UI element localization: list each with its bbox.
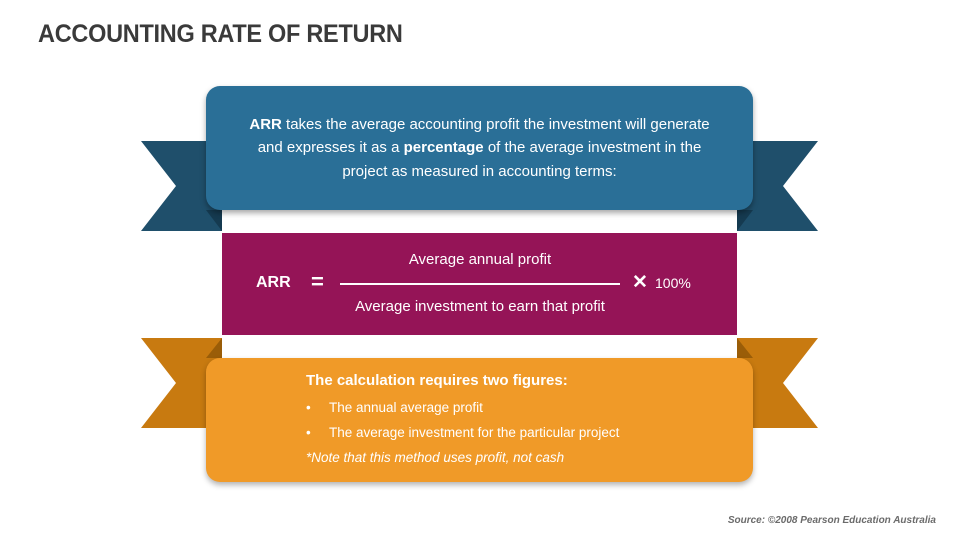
multiply-icon: ✕ (632, 272, 648, 293)
list-item-label: The average investment for the particula… (329, 425, 620, 440)
definition-text-part1: takes the average accounting profit the … (257, 115, 710, 157)
bottom-ribbon-left-tail (141, 338, 222, 428)
bullet-icon: • (306, 425, 311, 440)
definition-term: ARR (249, 115, 282, 133)
figures-heading: The calculation requires two figures: (306, 372, 568, 389)
list-item: • The average investment for the particul… (306, 420, 619, 445)
definition-emphasis: percentage (403, 139, 484, 157)
bottom-left-fold (206, 338, 222, 358)
fraction-line (340, 283, 620, 285)
figures-banner: The calculation requires two figures: • T… (206, 358, 753, 482)
definition-text-part2: of the average investment in the project… (342, 139, 702, 180)
formula-band: ARR = Average annual profit Average inve… (222, 233, 737, 335)
page-title: ACCOUNTING RATE OF RETURN (38, 20, 403, 48)
top-left-fold (206, 210, 222, 231)
definition-text: ARR takes the average accounting profit … (245, 113, 715, 184)
top-ribbon-left-tail (141, 141, 222, 231)
definition-banner: ARR takes the average accounting profit … (206, 86, 753, 210)
list-item-label: The annual average profit (329, 400, 483, 415)
bottom-ribbon-right-tail (737, 338, 818, 428)
formula-lhs: ARR (256, 274, 291, 291)
formula-denominator: Average investment to earn that profit (355, 298, 605, 315)
figures-list: • The annual average profit • The average … (306, 395, 619, 445)
upper-white-band (222, 210, 737, 233)
top-right-fold (737, 210, 753, 231)
top-ribbon-right-tail (737, 141, 818, 231)
equals-sign: = (311, 269, 324, 294)
source-citation: Source: ©2008 Pearson Education Australi… (727, 515, 936, 526)
lower-white-band (222, 335, 737, 358)
formula-numerator: Average annual profit (408, 251, 552, 268)
list-item: • The annual average profit (306, 395, 619, 420)
formula-multiplier: 100% (655, 275, 691, 291)
bullet-icon: • (306, 400, 311, 415)
figures-content: The calculation requires two figures: • T… (306, 372, 619, 470)
bottom-right-fold (737, 338, 753, 358)
figures-note: *Note that this method uses profit, not … (306, 450, 565, 465)
